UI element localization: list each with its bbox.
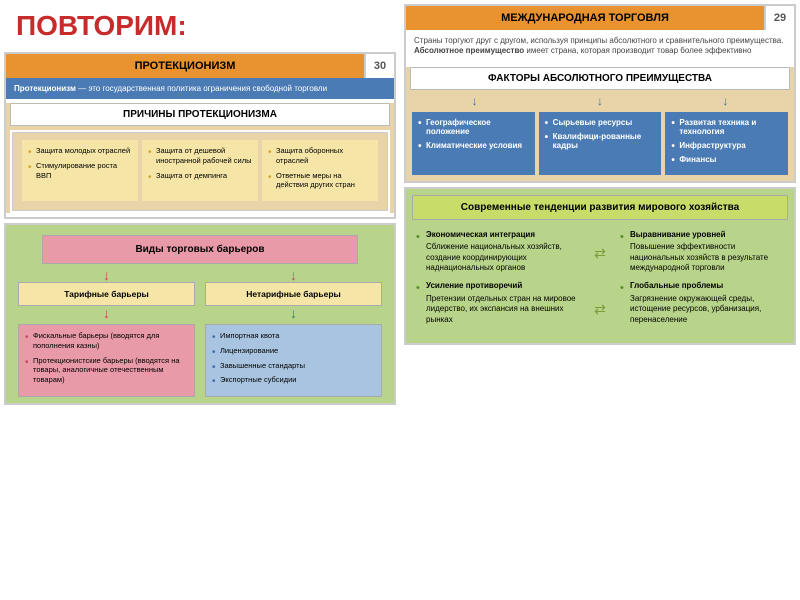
trend-title: Усиление противоречий bbox=[426, 281, 580, 291]
trends-title: Современные тенденции развития мирового … bbox=[412, 195, 788, 220]
right-header: МЕЖДУНАРОДНАЯ ТОРГОВЛЯ bbox=[406, 6, 764, 30]
tariff-item: Фискальные барьеры (вводятся для пополне… bbox=[25, 331, 188, 351]
factor-item: Инфраструктура bbox=[671, 141, 782, 150]
factor-box: Развитая техника и технология Инфраструкт… bbox=[665, 112, 788, 175]
trend-item: Экономическая интеграция Сближение национ… bbox=[416, 230, 580, 274]
arrow-down-icon: ↓ bbox=[18, 306, 195, 320]
tariff-item: Протекционистские барьеры (вводятся на т… bbox=[25, 356, 188, 385]
def-text: — это государственная политика ограничен… bbox=[76, 84, 327, 93]
arrow-down-icon: ↓ bbox=[18, 268, 195, 282]
factor-item: Сырьевые ресурсы bbox=[545, 118, 656, 127]
trends-right-col: Выравнивание уровней Повышение эффективно… bbox=[616, 226, 788, 337]
arrow-row: ↓↓↓ bbox=[406, 94, 794, 108]
trend-item: Глобальные проблемы Загрязнение окружающе… bbox=[620, 281, 784, 325]
nontariff-item: Экспортные субсидии bbox=[212, 375, 375, 385]
nontariff-chip: Нетарифные барьеры bbox=[205, 282, 382, 306]
right-panel-top: МЕЖДУНАРОДНАЯ ТОРГОВЛЯ 29 Страны торгуют… bbox=[404, 4, 796, 183]
trend-desc: Загрязнение окружающей среды, истощение … bbox=[630, 294, 761, 324]
trend-desc: Претензии отдельных стран на мировое лид… bbox=[426, 294, 576, 324]
intro-bold: Абсолютное преимущество bbox=[414, 46, 524, 55]
trend-item: Усиление противоречий Претензии отдельных… bbox=[416, 281, 580, 325]
arrow-down-icon: ↓ bbox=[205, 306, 382, 320]
reason-item: Защита оборонных отраслей bbox=[268, 146, 372, 166]
nontariff-detail: Импортная квота Лицензирование Завышенные … bbox=[205, 324, 382, 397]
arrow-left-right-icon: ⇄ bbox=[594, 245, 606, 262]
reason-box: Защита оборонных отраслей Ответные меры н… bbox=[262, 140, 378, 201]
reason-item: Защита от дешевой иностранной рабочей си… bbox=[148, 146, 252, 166]
factor-item: Финансы bbox=[671, 155, 782, 164]
reasons-title: ПРИЧИНЫ ПРОТЕКЦИОНИЗМА bbox=[10, 103, 390, 126]
arrow-down-icon: ↓ bbox=[205, 268, 382, 282]
barriers-title: Виды торговых барьеров bbox=[42, 235, 358, 264]
reason-item: Стимулирование роста ВВП bbox=[28, 161, 132, 181]
trend-item: Выравнивание уровней Повышение эффективно… bbox=[620, 230, 784, 274]
reason-item: Защита от демпинга bbox=[148, 171, 252, 181]
left-panel: ПРОТЕКЦИОНИЗМ 30 Протекционизм — это гос… bbox=[4, 52, 396, 219]
barriers-panel: Виды торговых барьеров ↓ ↓ Тарифные барь… bbox=[4, 223, 396, 405]
trend-title: Глобальные проблемы bbox=[630, 281, 784, 291]
trend-desc: Повышение эффективности национальных хоз… bbox=[630, 242, 768, 272]
nontariff-item: Завышенные стандарты bbox=[212, 361, 375, 371]
tariff-chip: Тарифные барьеры bbox=[18, 282, 195, 306]
factor-item: Развитая техника и технология bbox=[671, 118, 782, 136]
trends-arrows: ⇄ ⇄ bbox=[590, 226, 610, 337]
reason-item: Ответные меры на действия других стран bbox=[268, 171, 372, 191]
definition-strip: Протекционизм — это государственная поли… bbox=[6, 78, 394, 99]
intro-line1: Страны торгуют друг с другом, используя … bbox=[414, 36, 786, 46]
arrow-down-icon: ↓ bbox=[663, 94, 788, 108]
trend-title: Экономическая интеграция bbox=[426, 230, 580, 240]
factor-box: Сырьевые ресурсы Квалифици-рованные кадры bbox=[539, 112, 662, 175]
intro-text: Страны торгуют друг с другом, используя … bbox=[406, 30, 794, 63]
arrow-down-icon: ↓ bbox=[412, 94, 537, 108]
reason-box: Защита молодых отраслей Стимулирование ро… bbox=[22, 140, 138, 201]
trend-title: Выравнивание уровней bbox=[630, 230, 784, 240]
trends-left-col: Экономическая интеграция Сближение национ… bbox=[412, 226, 584, 337]
left-page-num: 30 bbox=[364, 54, 394, 78]
reason-box: Защита от дешевой иностранной рабочей си… bbox=[142, 140, 258, 201]
factor-item: Квалифици-рованные кадры bbox=[545, 132, 656, 150]
arrow-left-right-icon: ⇄ bbox=[594, 301, 606, 318]
tariff-detail: Фискальные барьеры (вводятся для пополне… bbox=[18, 324, 195, 397]
left-header: ПРОТЕКЦИОНИЗМ bbox=[6, 54, 364, 78]
trend-desc: Сближение национальных хозяйств, создани… bbox=[426, 242, 562, 272]
reasons-frame: Защита молодых отраслей Стимулирование ро… bbox=[10, 130, 390, 213]
nontariff-item: Лицензирование bbox=[212, 346, 375, 356]
nontariff-item: Импортная квота bbox=[212, 331, 375, 341]
trends-panel: Современные тенденции развития мирового … bbox=[404, 187, 796, 345]
page-title: ПОВТОРИМ: bbox=[4, 4, 396, 48]
reason-item: Защита молодых отраслей bbox=[28, 146, 132, 156]
factor-item: Климатические условия bbox=[418, 141, 529, 150]
factor-box: Географическое положение Климатические ус… bbox=[412, 112, 535, 175]
right-page-num: 29 bbox=[764, 6, 794, 30]
factors-title: ФАКТОРЫ АБСОЛЮТНОГО ПРЕИМУЩЕСТВА bbox=[410, 67, 790, 90]
factor-item: Географическое положение bbox=[418, 118, 529, 136]
def-term: Протекционизм bbox=[14, 84, 76, 93]
arrow-down-icon: ↓ bbox=[537, 94, 662, 108]
intro-rest: имеет страна, которая производит товар б… bbox=[524, 46, 751, 55]
